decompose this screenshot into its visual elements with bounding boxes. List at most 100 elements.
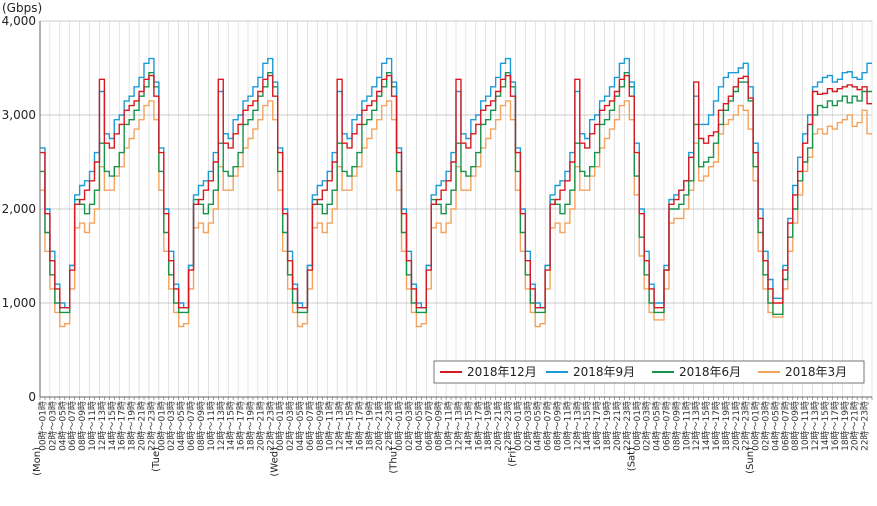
- x-tick-label: 02時～03時: [761, 401, 772, 451]
- x-tick-label: 18時～19時: [483, 401, 494, 451]
- x-tick-label: 22時～23時: [622, 401, 633, 451]
- x-tick-label: 00時～01時: [513, 401, 524, 451]
- legend-label: 2018年6月: [679, 365, 741, 379]
- y-tick-label: 0: [28, 390, 36, 404]
- x-tick-label: 16時～17時: [117, 401, 128, 451]
- y-tick-label: 4,000: [2, 14, 36, 28]
- series-layer: [40, 57, 872, 328]
- x-tick-label: 08時～09時: [315, 401, 326, 451]
- x-tick-label: 04時～05時: [770, 401, 781, 451]
- x-tick-label: 14時～15時: [701, 401, 712, 451]
- x-tick-label: 10時～11時: [681, 401, 692, 451]
- x-tick-label: 18時～19時: [721, 401, 732, 451]
- x-tick-label: 20時～21時: [493, 401, 504, 451]
- x-tick-label: 12時～13時: [97, 401, 108, 451]
- x-tick-label: 20時～21時: [850, 401, 861, 451]
- day-label: (Fri): [507, 447, 518, 467]
- x-tick-label: 00時～01時: [632, 401, 643, 451]
- day-label: (Wed): [270, 447, 281, 477]
- x-tick-label: 16時～17時: [236, 401, 247, 451]
- x-tick-label: 20時～21時: [374, 401, 385, 451]
- x-tick-label: 08時～09時: [671, 401, 682, 451]
- x-tick-label: 16時～17時: [473, 401, 484, 451]
- x-tick-label: 04時～05時: [652, 401, 663, 451]
- x-tick-label: 02時～03時: [285, 401, 296, 451]
- x-tick-label: 20時～21時: [731, 401, 742, 451]
- x-tick-label: 04時～05時: [414, 401, 425, 451]
- x-tick-label: 06時～07時: [780, 401, 791, 451]
- x-tick-label: 04時～05時: [533, 401, 544, 451]
- x-tick-label: 18時～19時: [602, 401, 613, 451]
- x-tick-label: 22時～23時: [860, 401, 871, 451]
- day-label: (Sat): [626, 447, 637, 471]
- x-tick-label: 02時～03時: [404, 401, 415, 451]
- day-label: (Tue): [151, 447, 162, 472]
- x-tick-label: 08時～09時: [790, 401, 801, 451]
- x-tick-label: 04時～05時: [295, 401, 306, 451]
- x-tick-label: 18時～19時: [364, 401, 375, 451]
- x-tick-label: 02時～03時: [523, 401, 534, 451]
- legend-label: 2018年12月: [467, 365, 537, 379]
- y-tick-label: 3,000: [2, 108, 36, 122]
- legend-label: 2018年9月: [573, 365, 635, 379]
- x-tick-label: 10時～11時: [562, 401, 573, 451]
- x-tick-label: 16時～17時: [830, 401, 841, 451]
- day-label: (Mon): [32, 447, 43, 476]
- x-tick-label: 14時～15時: [820, 401, 831, 451]
- x-tick-label: 20時～21時: [612, 401, 623, 451]
- x-tick-label: 16時～17時: [592, 401, 603, 451]
- x-tick-label: 06時～07時: [305, 401, 316, 451]
- y-unit-label: (Gbps): [2, 1, 42, 15]
- x-tick-label: 22時～23時: [503, 401, 514, 451]
- x-tick-label: 02時～03時: [47, 401, 58, 451]
- x-tick-label: 02時～03時: [642, 401, 653, 451]
- x-tick-label: 18時～19時: [127, 401, 138, 451]
- x-tick-label: 22時～23時: [146, 401, 157, 451]
- day-label: (Sun): [745, 447, 756, 474]
- x-tick-label: 06時～07時: [543, 401, 554, 451]
- y-tick-label: 2,000: [2, 202, 36, 216]
- x-tick-label: 14時～15時: [582, 401, 593, 451]
- x-tick-label: 04時～05時: [57, 401, 68, 451]
- series-line: [40, 100, 872, 328]
- x-tick-label: 06時～07時: [661, 401, 672, 451]
- x-tick-label: 10時～11時: [87, 401, 98, 451]
- x-tick-label: 10時～11時: [206, 401, 217, 451]
- x-tick-label: 16時～17時: [354, 401, 365, 451]
- x-tick-label: 12時～13時: [572, 401, 583, 451]
- x-tick-label: 08時～09時: [553, 401, 564, 451]
- legend-box: [433, 360, 865, 384]
- x-tick-label: 08時～09時: [196, 401, 207, 451]
- x-tick-label: 14時～15時: [345, 401, 356, 451]
- x-tick-label: 00時～01時: [751, 401, 762, 451]
- x-tick-label: 00時～01時: [394, 401, 405, 451]
- x-tick-label: 20時～21時: [255, 401, 266, 451]
- x-tick-label: 14時～15時: [226, 401, 237, 451]
- x-tick-label: 10時～11時: [800, 401, 811, 451]
- x-tick-label: 22時～23時: [384, 401, 395, 451]
- x-tick-label: 06時～07時: [67, 401, 78, 451]
- x-tick-label: 22時～23時: [265, 401, 276, 451]
- x-tick-label: 08時～09時: [434, 401, 445, 451]
- x-tick-label: 12時～13時: [453, 401, 464, 451]
- y-tick-label: 1,000: [2, 296, 36, 310]
- x-tick-label: 18時～19時: [840, 401, 851, 451]
- x-tick-label: 18時～19時: [245, 401, 256, 451]
- x-tick-label: 00時～01時: [156, 401, 167, 451]
- x-tick-label: 08時～09時: [77, 401, 88, 451]
- legend: 2018年12月 2018年9月 2018年6月 2018年3月: [433, 360, 865, 384]
- x-tick-label: 22時～23時: [741, 401, 752, 451]
- x-tick-label: 10時～11時: [325, 401, 336, 451]
- day-label: (Thu): [389, 447, 400, 474]
- x-tick-label: 12時～13時: [691, 401, 702, 451]
- series-line: [40, 74, 872, 309]
- x-tick-label: 12時～13時: [335, 401, 346, 451]
- x-tick-label: 10時～11時: [444, 401, 455, 451]
- x-tick-label: 12時～13時: [216, 401, 227, 451]
- x-tick-label: 14時～15時: [463, 401, 474, 451]
- x-tick-label: 04時～05時: [176, 401, 187, 451]
- x-tick-label: 16時～17時: [711, 401, 722, 451]
- x-tick-label: 00時～01時: [275, 401, 286, 451]
